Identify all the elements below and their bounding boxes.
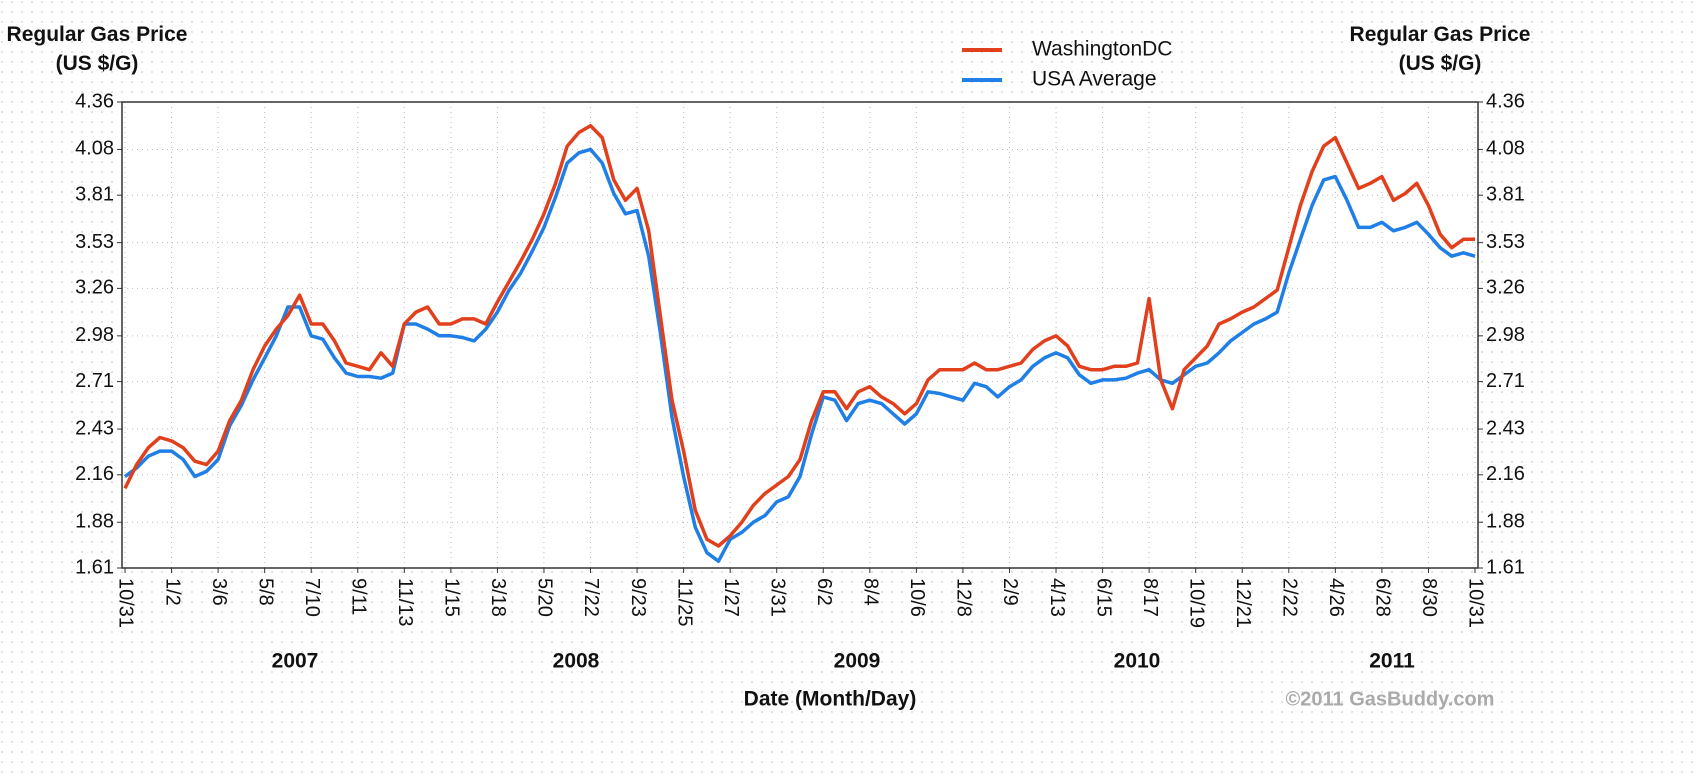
- x-tick-label: 3/18: [487, 578, 509, 617]
- x-tick-label: 6/28: [1372, 578, 1394, 617]
- x-tick-label: 7/10: [301, 578, 323, 617]
- x-tick-label: 7/22: [580, 578, 602, 617]
- y2-tick-label: 2.16: [1486, 463, 1525, 485]
- year-label: 2011: [1369, 650, 1415, 673]
- x-tick-label: 4/26: [1325, 578, 1347, 617]
- y-tick-label: 4.08: [75, 138, 114, 160]
- x-tick-label: 2/9: [999, 578, 1021, 606]
- x-tick-label: 9/23: [627, 578, 649, 617]
- x-tick-label: 6/15: [1092, 578, 1114, 617]
- x-tick-label: 12/21: [1232, 578, 1254, 628]
- x-tick-label: 10/31: [115, 578, 137, 628]
- y2-tick-label: 3.81: [1486, 183, 1525, 205]
- x-tick-label: 8/30: [1418, 578, 1440, 617]
- x-tick-label: 6/2: [813, 578, 835, 606]
- y-tick-label: 3.53: [75, 231, 114, 253]
- plot-background: [122, 102, 1478, 568]
- legend-label: USA Average: [1032, 68, 1157, 91]
- x-tick-label: 8/4: [860, 578, 882, 606]
- x-tick-label: 11/25: [673, 578, 695, 627]
- plot-frame: [121, 101, 1479, 569]
- y-tick-label: 1.88: [75, 511, 114, 533]
- x-tick-label: 10/6: [906, 578, 928, 617]
- year-label: 2008: [553, 650, 600, 673]
- x-tick-label: 8/17: [1139, 578, 1161, 617]
- y2-tick-label: 2.71: [1486, 370, 1525, 392]
- y2-tick-label: 4.08: [1486, 138, 1525, 160]
- y2-tick-label: 2.43: [1486, 417, 1525, 439]
- x-tick-label: 2/22: [1279, 578, 1301, 617]
- series-line: [123, 147, 1476, 563]
- x-axis-title: Date (Month/Day): [744, 688, 917, 711]
- x-tick-label: 1/15: [441, 578, 463, 617]
- y-tick-label: 1.61: [75, 556, 114, 578]
- x-tick-label: 5/20: [534, 578, 556, 617]
- credit: ©2011 GasBuddy.com: [1286, 688, 1495, 710]
- x-tick-label: 1/2: [161, 578, 183, 606]
- y2-tick-label: 1.61: [1486, 556, 1525, 578]
- x-tick-label: 3/31: [766, 578, 788, 617]
- y-tick-label: 4.36: [75, 90, 114, 112]
- year-label: 2010: [1114, 650, 1161, 673]
- series-line: [123, 123, 1475, 548]
- y2-tick-label: 4.36: [1486, 90, 1525, 112]
- y2-tick-label: 3.53: [1486, 231, 1525, 253]
- y-tick-label: 2.43: [75, 417, 114, 439]
- x-tick-label: 12/8: [953, 578, 975, 617]
- y-tick-label: 3.26: [75, 277, 114, 299]
- x-tick-label: 4/13: [1046, 578, 1068, 617]
- y-tick-label: 2.98: [75, 324, 114, 346]
- year-label: 2007: [272, 650, 319, 673]
- x-tick-label: 1/27: [720, 578, 742, 617]
- y-tick-label: 2.71: [75, 370, 114, 392]
- y2-tick-label: 2.98: [1486, 324, 1525, 346]
- y-tick-label: 2.16: [75, 463, 114, 485]
- y2-axis-title: Regular Gas Price (US $/G): [1349, 23, 1531, 75]
- y-axis-title: Regular Gas Price (US $/G): [6, 23, 188, 75]
- legend-label: WashingtonDC: [1032, 38, 1172, 61]
- y-tick-label: 3.81: [75, 183, 114, 205]
- x-tick-label: 3/6: [208, 578, 230, 606]
- year-label: 2009: [834, 650, 881, 673]
- y2-tick-label: 1.88: [1486, 511, 1525, 533]
- x-tick-label: 9/11: [347, 578, 369, 615]
- x-tick-label: 5/8: [254, 578, 276, 606]
- y2-tick-label: 3.26: [1486, 277, 1525, 299]
- x-tick-label: 11/13: [394, 578, 416, 627]
- x-tick-label: 10/19: [1185, 578, 1207, 628]
- x-tick-label: 10/31: [1465, 578, 1487, 628]
